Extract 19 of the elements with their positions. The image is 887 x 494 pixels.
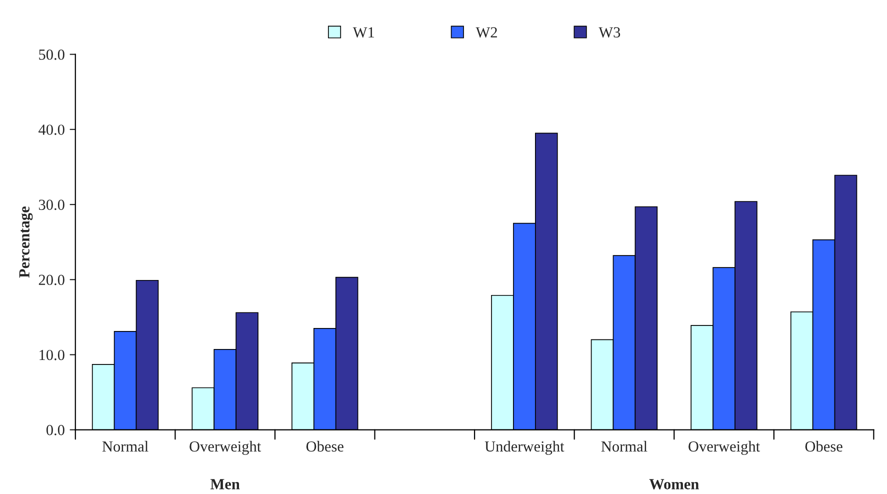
- y-tick-label: 30.0: [38, 200, 64, 210]
- x-tick-label: Overweight: [688, 440, 760, 455]
- text: Men: [210, 479, 240, 490]
- legend-label: W1: [352, 27, 374, 38]
- y-tick-label: 0.0: [46, 424, 64, 436]
- text: Women: [649, 479, 699, 490]
- y-axis-title: Percentage: [19, 206, 33, 278]
- y-tick-label: 20.0: [38, 274, 64, 286]
- legend-label: W2: [476, 27, 497, 38]
- y-tick-label: 50.0: [39, 49, 64, 60]
- x-tick-label: Underweight: [484, 440, 564, 455]
- legend-label: W3: [598, 27, 620, 38]
- y-tick-label: 40.0: [38, 124, 64, 135]
- x-tick-label: Obese: [306, 440, 344, 452]
- x-tick-label: Normal: [102, 440, 148, 452]
- x-tick-label: Overweight: [190, 440, 262, 455]
- y-tick-label: 10.0: [40, 350, 64, 360]
- x-tick-label: Obese: [805, 440, 842, 452]
- x-tick-label: Normal: [601, 440, 648, 452]
